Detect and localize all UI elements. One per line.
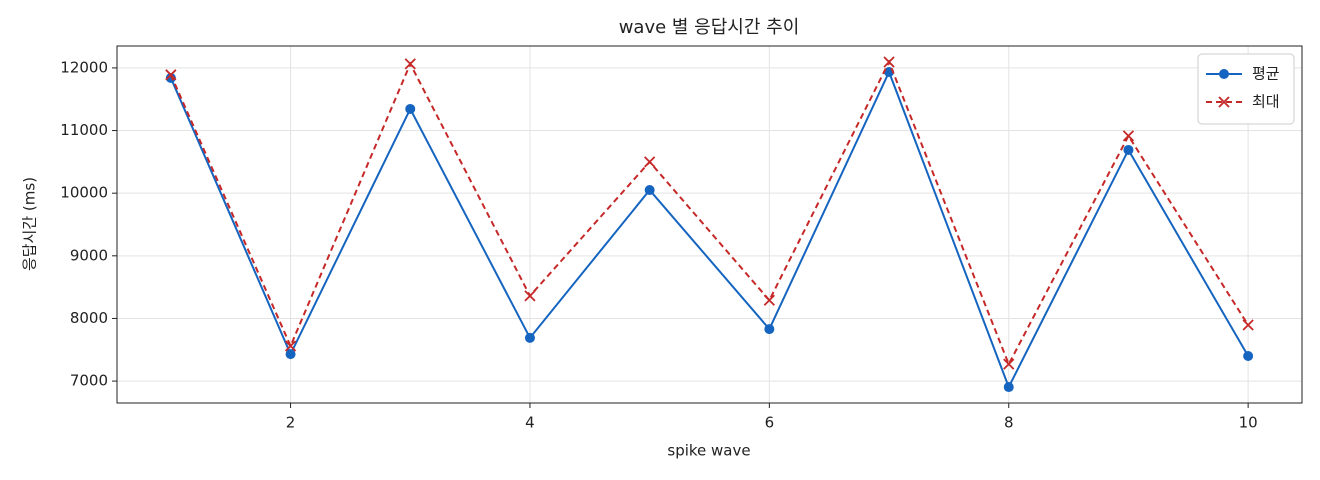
point (165, 72, 176, 83)
x-tick-label: 6 (765, 414, 775, 432)
point (404, 58, 416, 70)
legend-marker (1218, 96, 1230, 108)
point (883, 56, 895, 68)
point (285, 349, 296, 360)
y-tick-label: 12000 (60, 58, 108, 76)
x-tick-label: 2 (286, 414, 296, 432)
legend-marker (1219, 69, 1229, 79)
point (524, 332, 535, 343)
y-tick-label: 8000 (70, 309, 108, 327)
y-tick-label: 11000 (60, 121, 108, 139)
point (405, 103, 416, 114)
y-tick-label: 7000 (70, 372, 108, 390)
series-line (169, 59, 1249, 367)
x-tick-label: 4 (525, 414, 535, 432)
x-axis-label: spike wave (667, 442, 750, 460)
chart-title: wave 별 응답시간 추이 (619, 17, 800, 38)
point (763, 294, 775, 306)
point (1003, 382, 1014, 393)
point (165, 69, 177, 81)
y-axis-label: 응답시간 (ms) (21, 177, 39, 271)
point (644, 185, 655, 196)
y-tick-label: 10000 (60, 184, 108, 202)
point (524, 290, 536, 302)
point (644, 156, 656, 168)
series-line (169, 69, 1250, 390)
plot-frame (116, 45, 1303, 404)
point (764, 324, 775, 335)
point (1242, 319, 1254, 331)
point (1123, 144, 1134, 155)
y-tick-label: 9000 (70, 246, 108, 264)
point (284, 340, 297, 352)
point (1003, 358, 1015, 370)
point (1243, 351, 1254, 362)
legend-label: 최대 (1252, 93, 1280, 111)
x-tick-label: 8 (1004, 414, 1014, 432)
legend-label: 평균 (1252, 65, 1280, 83)
x-tick-label: 10 (1239, 414, 1258, 432)
point (1122, 130, 1135, 142)
